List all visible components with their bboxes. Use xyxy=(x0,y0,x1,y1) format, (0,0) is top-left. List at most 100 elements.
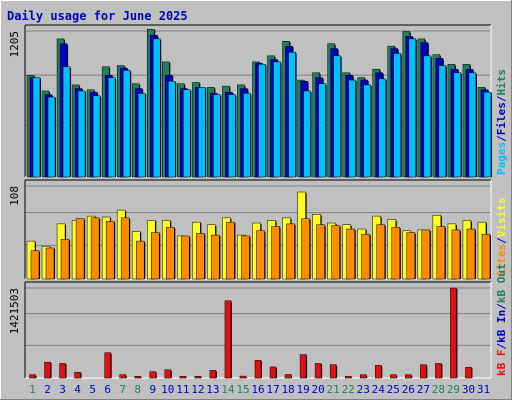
bar xyxy=(45,247,55,280)
day-label: 26 xyxy=(402,383,415,396)
bar xyxy=(436,226,446,280)
bar xyxy=(269,366,277,379)
day-label: 14 xyxy=(221,383,235,396)
legend-entry: / xyxy=(495,95,508,102)
day-label: 19 xyxy=(296,383,309,396)
bar xyxy=(194,375,202,379)
legend-group: Sites/Visits xyxy=(495,198,508,278)
bar xyxy=(90,217,100,280)
bar xyxy=(361,233,370,280)
bar xyxy=(483,91,492,178)
legend-entry: / xyxy=(495,303,508,310)
day-label: 4 xyxy=(74,383,81,396)
bar xyxy=(105,221,115,280)
bar xyxy=(60,239,70,280)
legend-entry: / xyxy=(495,343,508,350)
bar xyxy=(137,93,146,178)
bar xyxy=(466,228,476,280)
day-label: 29 xyxy=(447,383,460,396)
panel-kbin-kbout-kbf: 1421503 xyxy=(8,281,492,379)
bar xyxy=(226,221,235,280)
bar xyxy=(391,227,401,280)
bar xyxy=(149,371,157,379)
bar xyxy=(254,360,262,379)
day-label: 18 xyxy=(281,383,294,396)
legend-entry: Pages xyxy=(495,142,508,175)
bar xyxy=(135,240,145,280)
panel-max-label: 1421503 xyxy=(8,288,21,334)
day-label: 7 xyxy=(119,383,126,396)
bar xyxy=(74,372,81,379)
day-label: 15 xyxy=(236,383,249,396)
bar xyxy=(243,93,251,178)
bar xyxy=(451,229,461,280)
bar xyxy=(32,77,41,178)
bar xyxy=(375,365,382,379)
bar xyxy=(378,78,386,178)
bar xyxy=(107,77,116,178)
day-label: 10 xyxy=(161,383,174,396)
day-label: 23 xyxy=(357,383,370,396)
bar xyxy=(331,225,340,280)
panel-max-label: 108 xyxy=(8,186,21,206)
bar xyxy=(209,370,217,379)
bar xyxy=(421,229,431,280)
bar xyxy=(346,228,355,280)
series-pages xyxy=(32,38,492,178)
day-label: 2 xyxy=(44,383,51,396)
bar xyxy=(122,70,131,178)
day-label: 30 xyxy=(462,383,475,396)
bar xyxy=(224,300,232,379)
bar xyxy=(166,227,175,280)
bar xyxy=(104,352,111,379)
bar xyxy=(303,90,311,178)
day-label: 25 xyxy=(387,383,400,396)
bar xyxy=(316,224,325,280)
bar xyxy=(258,64,266,178)
bar xyxy=(284,374,292,379)
chart-panels: 1205 108 1421503 xyxy=(8,24,492,379)
legend-entry: Visits xyxy=(495,198,508,238)
legend-group: Pages/Files/Hits xyxy=(495,69,508,175)
bar xyxy=(359,374,367,379)
bar xyxy=(153,38,161,178)
bar xyxy=(318,83,326,178)
legend-entry: Sites xyxy=(495,244,508,277)
bar xyxy=(435,363,442,379)
bar xyxy=(286,223,295,280)
bar xyxy=(62,66,71,178)
legend-entry: Files xyxy=(495,102,508,135)
bar xyxy=(134,375,141,379)
bar xyxy=(44,361,51,379)
bar xyxy=(241,235,250,280)
bar xyxy=(59,363,66,379)
bar xyxy=(179,375,187,379)
day-label: 3 xyxy=(59,383,66,396)
day-labels: 1 2 3 4 5 6 7 8 9 10 11 12 13 14 15 16 17 18 19 20 21 22 23 24 2… xyxy=(29,383,490,396)
bar xyxy=(164,369,172,379)
legend-entry: kB F xyxy=(495,350,508,377)
bar xyxy=(77,90,86,178)
day-label: 11 xyxy=(176,383,189,396)
bar xyxy=(333,55,341,178)
bar xyxy=(198,87,206,178)
bar xyxy=(273,61,281,178)
bar xyxy=(390,374,397,379)
legend-entry: / xyxy=(495,135,508,142)
day-label: 22 xyxy=(342,383,355,396)
bar xyxy=(468,72,477,178)
legend-entry: kB Out xyxy=(495,263,508,303)
day-label: 24 xyxy=(372,383,386,396)
panel-hits-files-pages: 1205 xyxy=(8,24,492,178)
day-label: 20 xyxy=(312,383,325,396)
bar xyxy=(376,224,385,280)
bar xyxy=(408,38,417,178)
day-label: 21 xyxy=(327,383,340,396)
bar xyxy=(465,366,472,379)
bar xyxy=(119,374,126,379)
legend-group: kB F/kB In/kB Out xyxy=(495,263,508,376)
day-label: 1 xyxy=(29,383,36,396)
bar xyxy=(329,364,337,379)
panel-max-label: 1205 xyxy=(8,31,21,58)
